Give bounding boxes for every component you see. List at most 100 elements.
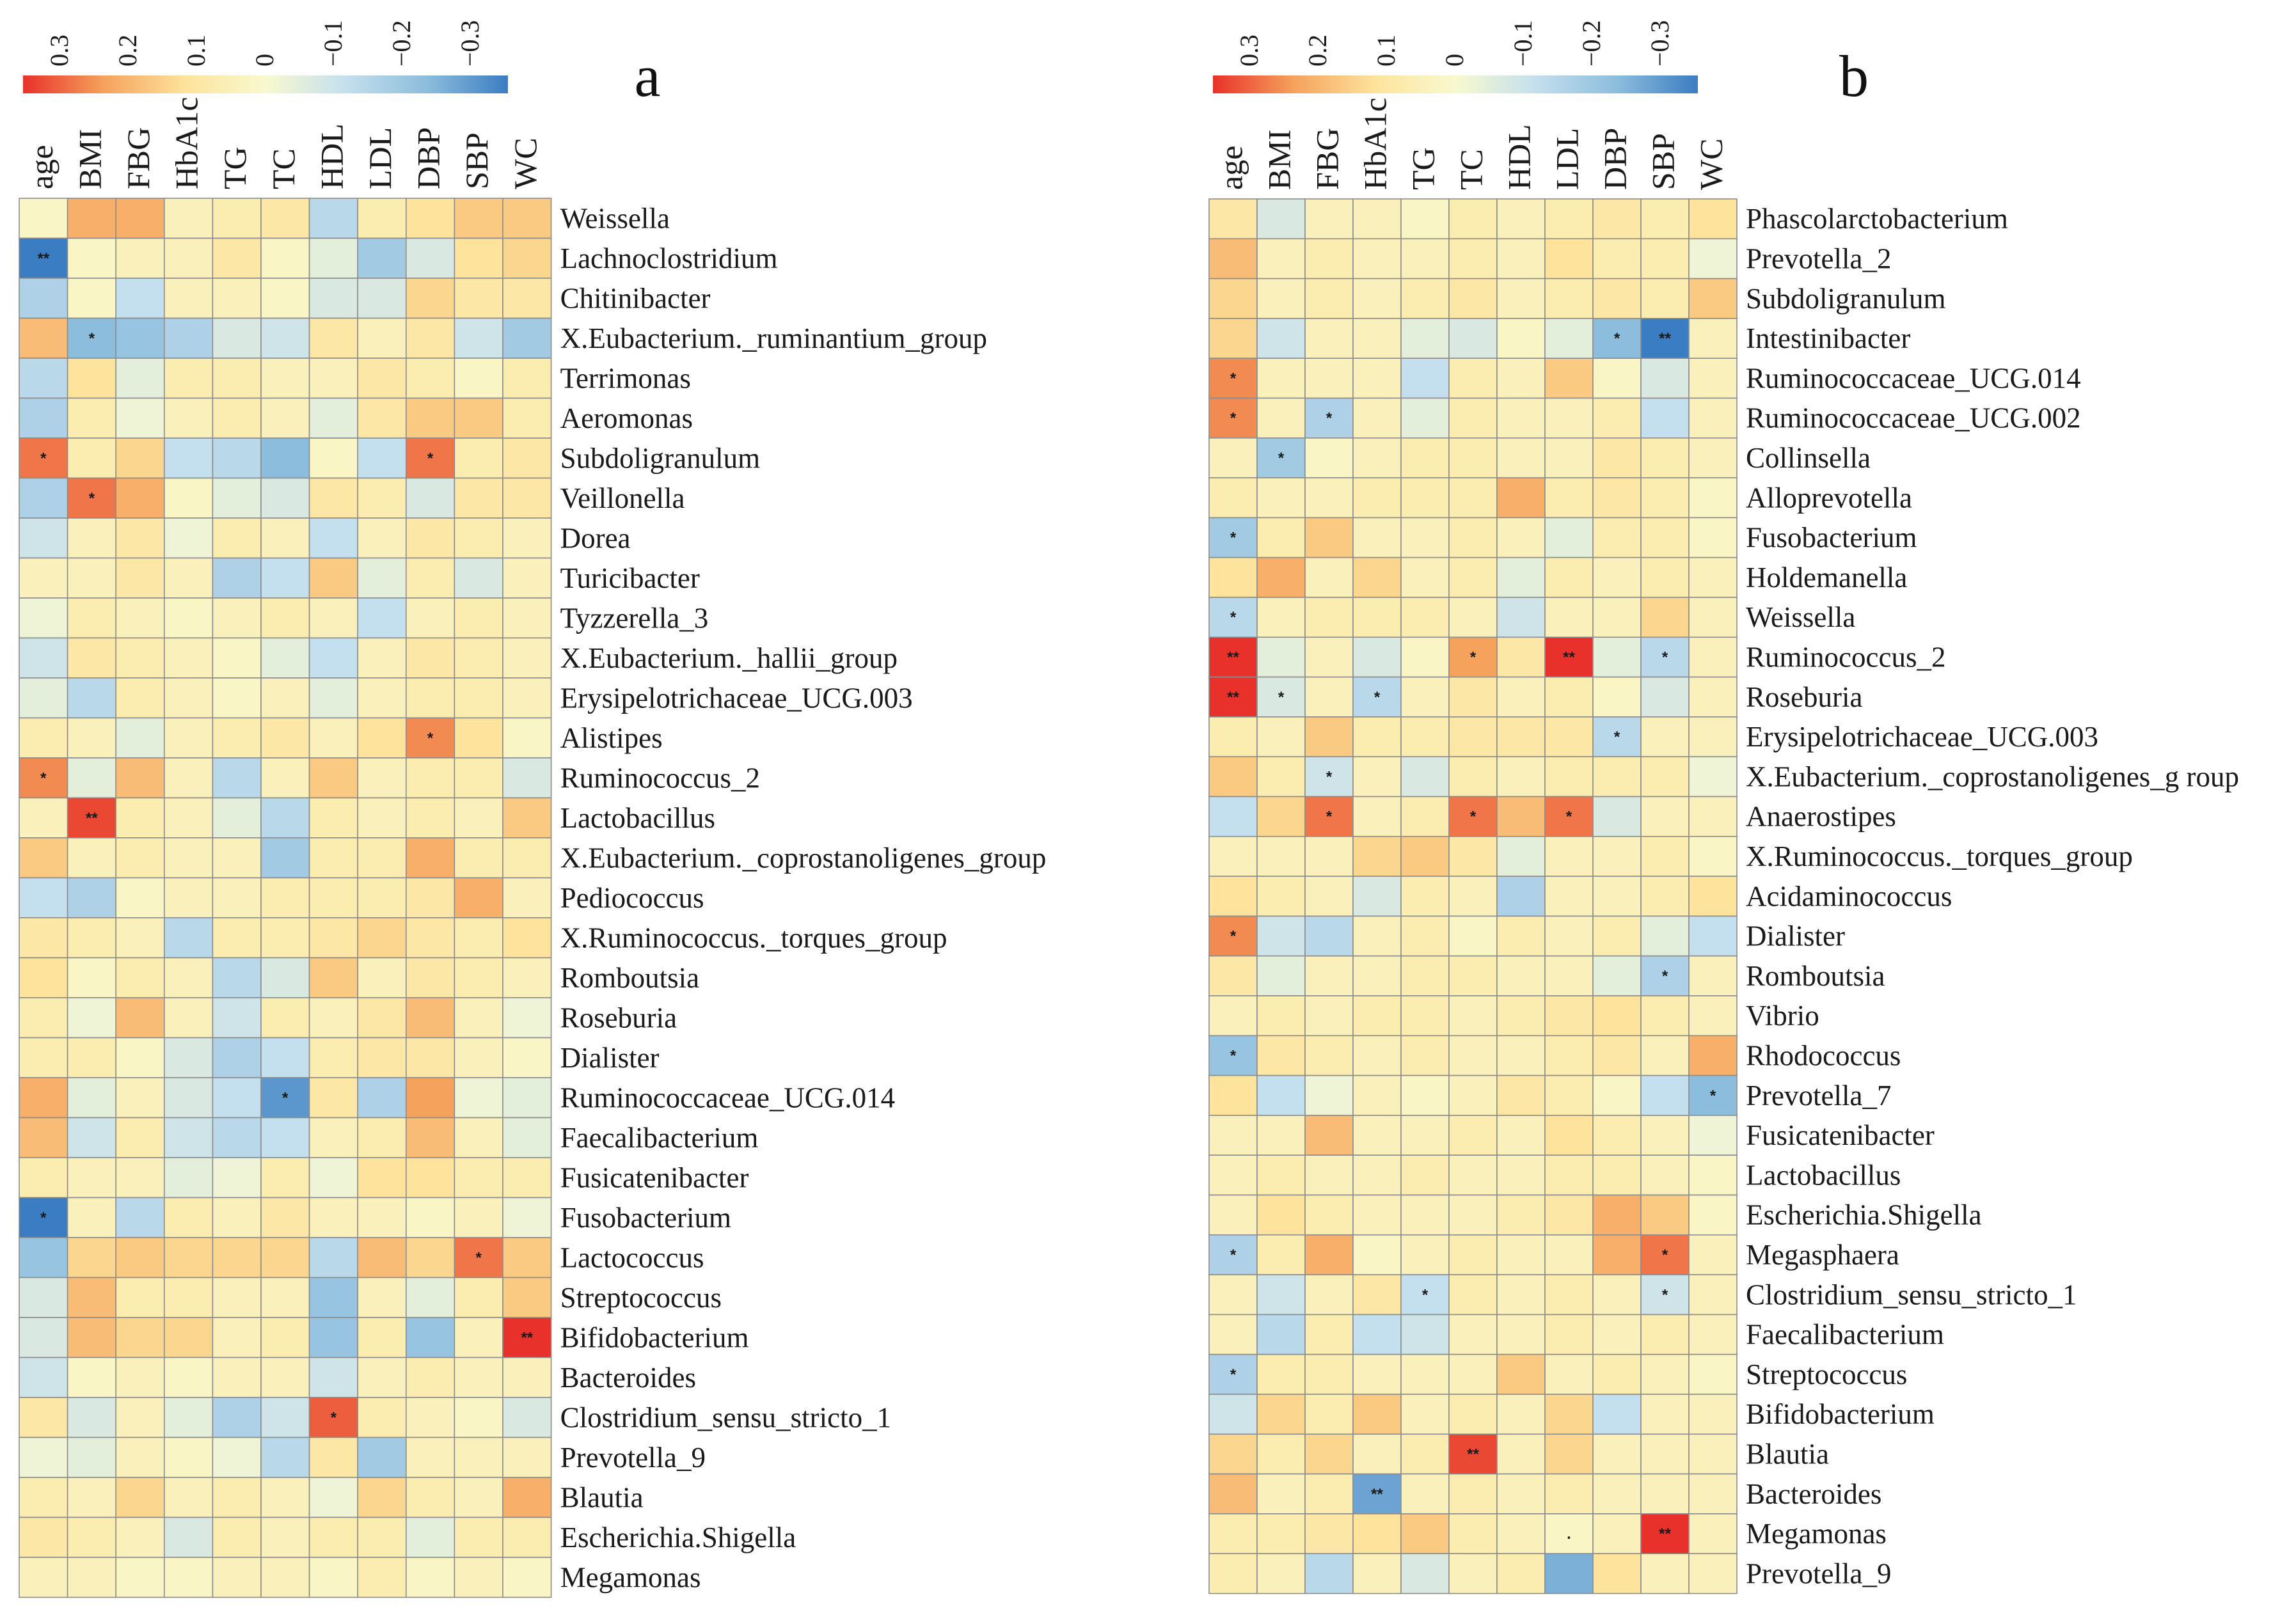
heatmap-cell — [357, 997, 407, 1039]
heatmap-cell — [1544, 318, 1594, 359]
heatmap-cell — [1400, 836, 1450, 877]
heatmap-cell — [260, 198, 310, 239]
heatmap-cell — [1688, 1314, 1738, 1355]
significance-marker: . — [1567, 1525, 1571, 1543]
heatmap-cell — [357, 517, 407, 559]
heatmap-cell — [1400, 636, 1450, 678]
heatmap-cell — [163, 198, 214, 239]
row-label: Megamonas — [560, 1561, 701, 1593]
heatmap-cell — [1208, 995, 1258, 1037]
significance-marker: * — [427, 450, 434, 467]
row-label: Weissella — [1746, 601, 1855, 633]
heatmap-cell — [308, 1357, 359, 1398]
heatmap-cell — [1352, 1513, 1402, 1554]
heatmap-cell — [454, 837, 503, 879]
heatmap-cell — [1496, 876, 1546, 917]
significance-marker: * — [1230, 928, 1237, 945]
heatmap-cell — [1688, 636, 1738, 678]
row-label: X.Eubacterium._hallii_group — [560, 642, 898, 674]
heatmap-cell — [67, 1357, 116, 1398]
heatmap-cell — [405, 1317, 455, 1358]
heatmap-cell — [212, 797, 262, 838]
heatmap-cell — [405, 237, 455, 279]
heatmap-cell — [1688, 358, 1738, 399]
heatmap-cell — [1352, 955, 1402, 996]
heatmap-cell — [405, 198, 455, 239]
row-label: Prevotella_2 — [1746, 242, 1891, 274]
heatmap-cell — [115, 1157, 165, 1199]
heatmap-cell — [1592, 1074, 1642, 1116]
heatmap-cell — [1448, 437, 1498, 478]
heatmap-cell — [1640, 876, 1690, 917]
significance-marker: * — [1662, 1286, 1668, 1303]
heatmap-cell — [260, 957, 310, 998]
heatmap-cell — [308, 1516, 359, 1558]
heatmap-cell — [308, 717, 359, 759]
heatmap-cell — [502, 437, 552, 479]
heatmap-cell — [1352, 517, 1402, 558]
heatmap-cell — [454, 637, 503, 679]
significance-marker: ** — [37, 250, 49, 267]
row-label: Lactobacillus — [560, 802, 715, 834]
heatmap-cell — [1592, 477, 1642, 519]
heatmap-cell — [1400, 1314, 1450, 1355]
heatmap-cell — [260, 1516, 310, 1558]
heatmap-cell — [19, 797, 68, 838]
heatmap-cell — [260, 1317, 310, 1358]
column-label: LDL — [1549, 128, 1585, 190]
heatmap-cell — [502, 317, 552, 359]
heatmap-cell — [163, 517, 214, 559]
row-label: X.Ruminococcus._torques_group — [1746, 840, 2133, 872]
heatmap-cell — [1256, 437, 1306, 478]
heatmap-cell — [1592, 915, 1642, 957]
heatmap-cell — [212, 597, 262, 639]
heatmap-cell — [454, 557, 503, 599]
panel-b-letter: b — [1839, 43, 1869, 109]
heatmap-cell — [1592, 318, 1642, 359]
heatmap-cell — [454, 757, 503, 799]
heatmap-cell — [1592, 716, 1642, 758]
colorbar-tick-label: −0.2 — [387, 20, 416, 67]
heatmap-cell — [1304, 1115, 1354, 1156]
heatmap-cell — [1352, 796, 1402, 837]
heatmap-cell — [454, 397, 503, 439]
heatmap-cell — [1544, 198, 1594, 240]
heatmap-cell — [502, 677, 552, 719]
heatmap-cell — [212, 1037, 262, 1078]
heatmap-cell — [115, 957, 165, 998]
heatmap-cell — [405, 1397, 455, 1438]
row-label: Faecalibacterium — [1746, 1319, 1944, 1351]
heatmap-cell — [1640, 1074, 1690, 1116]
row-label: Terrimonas — [560, 362, 691, 394]
heatmap-cell — [19, 317, 68, 359]
row-label: Ruminococcaceae_UCG.014 — [560, 1082, 896, 1113]
heatmap-cell — [1688, 597, 1738, 638]
heatmap-cell — [19, 1277, 68, 1318]
heatmap-cell — [19, 1037, 68, 1078]
heatmap-cell — [67, 1557, 116, 1598]
heatmap-cell — [1448, 1154, 1498, 1196]
heatmap-cell — [405, 1277, 455, 1318]
heatmap-cell — [163, 397, 214, 439]
heatmap-cell — [1400, 1035, 1450, 1076]
heatmap-cell — [163, 677, 214, 719]
row-label: Fusobacterium — [1746, 522, 1917, 554]
heatmap-cell — [1400, 597, 1450, 638]
heatmap-cell — [19, 517, 68, 559]
significance-marker: * — [1326, 808, 1333, 826]
heatmap-cell — [1448, 1553, 1498, 1594]
row-label: Collinsella — [1746, 442, 1871, 474]
significance-marker: * — [1566, 808, 1572, 826]
heatmap-cell — [1352, 318, 1402, 359]
heatmap-cell — [454, 358, 503, 399]
heatmap-cell — [357, 1357, 407, 1398]
heatmap-cell — [502, 1317, 552, 1358]
heatmap-cell — [502, 717, 552, 759]
heatmap-cell — [260, 1397, 310, 1438]
heatmap-cell — [19, 237, 68, 279]
heatmap-cell — [1304, 318, 1354, 359]
heatmap-cell — [1400, 437, 1450, 478]
heatmap-cell — [1688, 796, 1738, 837]
heatmap-cell — [1256, 756, 1306, 798]
